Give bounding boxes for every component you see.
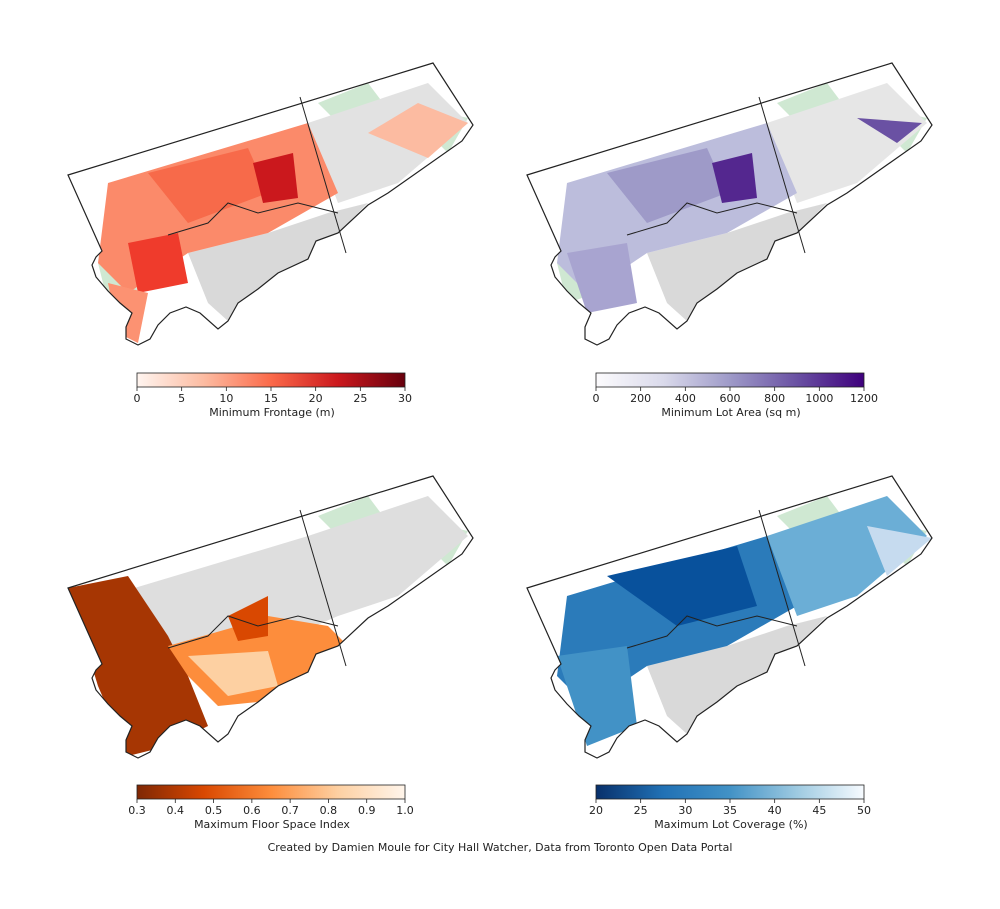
colorbar-tick-label: 15 (264, 392, 278, 405)
colorbar-tick-label: 0.6 (243, 804, 261, 817)
map-maximum-floor-space-index (67, 475, 474, 759)
colorbar-ticks: 0 5 10 15 20 25 30 0 200 400 600 800 1000 1200 0.3 0.4 0… (128, 387, 878, 817)
colorbar-tick-label: 30 (678, 804, 692, 817)
colorbar-tick-label: 0.3 (128, 804, 146, 817)
credit-text: Created by Damien Moule for City Hall Wa… (267, 841, 733, 854)
colorbar-tick-label: 0 (593, 392, 600, 405)
colorbar-tick-label: 5 (178, 392, 185, 405)
colorbar-tick-label: 400 (675, 392, 696, 405)
colorbar-title-maximum-floor-space-index: Maximum Floor Space Index (194, 818, 350, 831)
colorbar-tick-label: 600 (720, 392, 741, 405)
colorbar-title-maximum-lot-coverage: Maximum Lot Coverage (%) (654, 818, 808, 831)
colorbar-title-minimum-lot-area: Minimum Lot Area (sq m) (661, 406, 801, 419)
colorbar-tick-label: 25 (353, 392, 367, 405)
colorbar-tick-label: 30 (398, 392, 412, 405)
colorbar-tick-label: 10 (219, 392, 233, 405)
colorbar-tick-label: 0.4 (167, 804, 185, 817)
colorbar-tick-label: 200 (630, 392, 651, 405)
colorbar-tick-label: 40 (768, 804, 782, 817)
colorbar-tick-label: 1000 (805, 392, 833, 405)
colorbar-minimum-frontage (136, 372, 406, 388)
colorbar-tick-label: 50 (857, 804, 871, 817)
map-minimum-lot-area (526, 62, 933, 346)
colorbar-maximum-lot-coverage (595, 784, 865, 800)
colorbar-tick-label: 800 (764, 392, 785, 405)
colorbar-tick-label: 1200 (850, 392, 878, 405)
map-maximum-lot-coverage (526, 475, 933, 759)
colorbar-tick-label: 20 (589, 804, 603, 817)
colorbar-tick-label: 1.0 (396, 804, 414, 817)
colorbar-tick-label: 0.5 (205, 804, 223, 817)
colorbar-tick-label: 0.9 (358, 804, 376, 817)
colorbar-tick-label: 45 (812, 804, 826, 817)
colorbar-minimum-lot-area (595, 372, 865, 388)
colorbar-tick-label: 25 (634, 804, 648, 817)
colorbar-tick-label: 20 (309, 392, 323, 405)
colorbar-title-minimum-frontage: Minimum Frontage (m) (209, 406, 335, 419)
map-minimum-frontage (67, 62, 474, 346)
colorbar-tick-label: 0.7 (281, 804, 299, 817)
colorbar-maximum-floor-space-index (136, 784, 406, 800)
colorbar-tick-label: 0 (134, 392, 141, 405)
colorbar-tick-label: 0.8 (320, 804, 338, 817)
colorbar-tick-label: 35 (723, 804, 737, 817)
